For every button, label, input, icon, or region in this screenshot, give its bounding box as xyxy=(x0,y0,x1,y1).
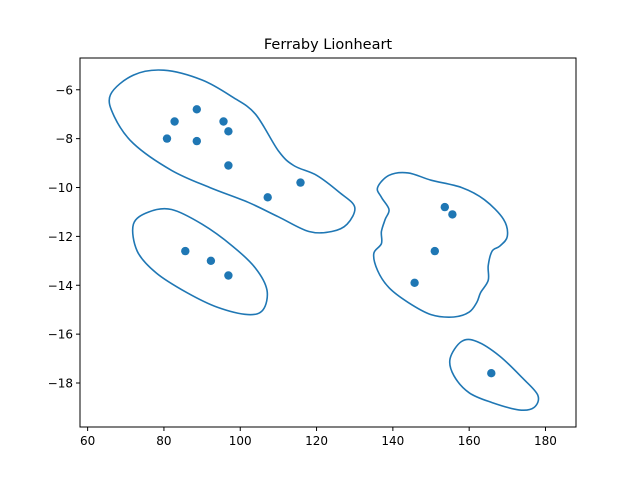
y-tick-label: −14 xyxy=(48,279,73,293)
scatter-point-5 xyxy=(219,117,228,126)
scatter-point-4 xyxy=(192,136,201,146)
y-tick-label: −8 xyxy=(55,132,73,146)
cluster-outline-2 xyxy=(131,207,269,316)
x-tick-label: 140 xyxy=(381,434,404,448)
cluster-outline-1 xyxy=(108,69,356,234)
scatter-point-13 xyxy=(440,202,449,212)
x-tick-label: 160 xyxy=(458,434,481,448)
cluster-outline-4 xyxy=(448,338,540,411)
scatter-point-12 xyxy=(224,271,233,280)
y-tick-label: −6 xyxy=(55,83,73,97)
scatter-point-2 xyxy=(170,117,179,126)
chart-title: Ferraby Lionheart xyxy=(264,37,393,53)
scatter-point-10 xyxy=(181,246,190,256)
scatter-point-9 xyxy=(296,178,305,187)
scatter-point-7 xyxy=(224,161,233,170)
scatter-point-8 xyxy=(263,193,272,202)
x-tick-label: 100 xyxy=(229,434,252,448)
x-tick-label: 180 xyxy=(534,434,557,448)
x-tick-label: 120 xyxy=(305,434,328,448)
clusters-layer xyxy=(108,69,540,411)
x-tick-label: 60 xyxy=(80,434,95,448)
plot-area xyxy=(79,57,577,428)
scatter-point-17 xyxy=(487,369,496,378)
scatter-point-14 xyxy=(448,210,457,219)
scatter-point-15 xyxy=(430,246,439,256)
scatter-point-6 xyxy=(224,127,233,136)
axes-frame xyxy=(79,57,577,428)
y-axis: −6 −8 −10 −12 −14 −16 −18 xyxy=(48,83,80,391)
y-tick-label: −10 xyxy=(48,181,73,195)
points-layer xyxy=(162,105,496,378)
x-tick-label: 80 xyxy=(156,434,171,448)
scatter-point-16 xyxy=(410,278,419,287)
y-tick-label: −16 xyxy=(48,328,73,342)
y-tick-label: −18 xyxy=(48,377,73,391)
scatter-point-11 xyxy=(206,256,216,265)
x-axis: 60 80 100 120 140 160 180 xyxy=(80,427,557,448)
scatter-point-3 xyxy=(192,105,201,114)
scatter-point-1 xyxy=(162,134,172,143)
cluster-outline-3 xyxy=(372,171,509,318)
y-tick-label: −12 xyxy=(48,230,73,244)
